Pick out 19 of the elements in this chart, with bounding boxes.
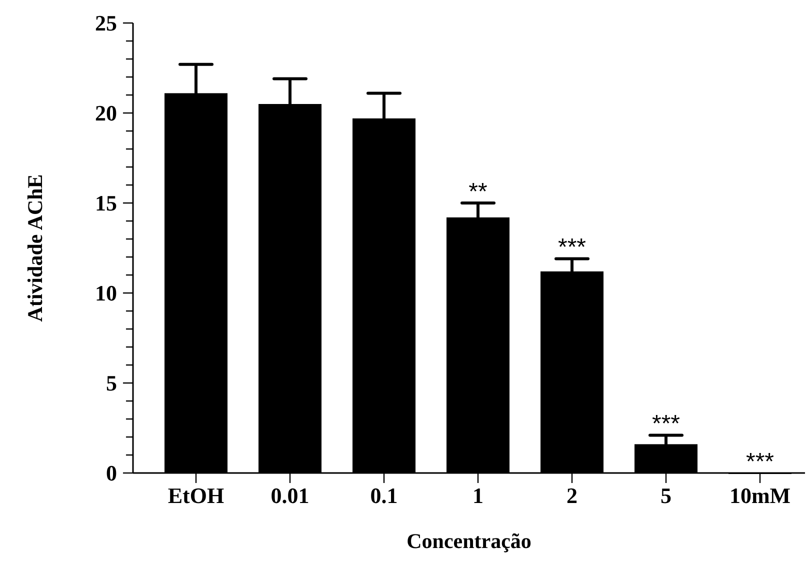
y-tick-label: 20 — [95, 100, 117, 126]
x-tick-label: 5 — [660, 483, 672, 508]
y-tick-label: 0 — [106, 460, 117, 486]
annotation: *** — [746, 448, 774, 476]
annotation: ** — [468, 178, 488, 206]
annotation: *** — [558, 234, 586, 262]
x-tick-label: 1 — [472, 483, 484, 508]
x-axis-title: Concentração — [406, 529, 532, 553]
x-tick-label: EtOH — [168, 483, 224, 508]
x-tick-label: 10mM — [729, 483, 791, 508]
x-tick-label: 0.01 — [270, 483, 310, 508]
x-tick-label: 0.1 — [370, 483, 398, 508]
y-tick-label: 15 — [95, 190, 117, 216]
y-tick-label: 25 — [95, 10, 117, 36]
y-axis-title: Atividade AChE — [23, 174, 47, 322]
y-tick-label: 5 — [106, 370, 117, 396]
x-tick-label: 2 — [566, 483, 578, 508]
y-tick-label: 10 — [95, 280, 117, 306]
annotation: *** — [652, 410, 680, 438]
